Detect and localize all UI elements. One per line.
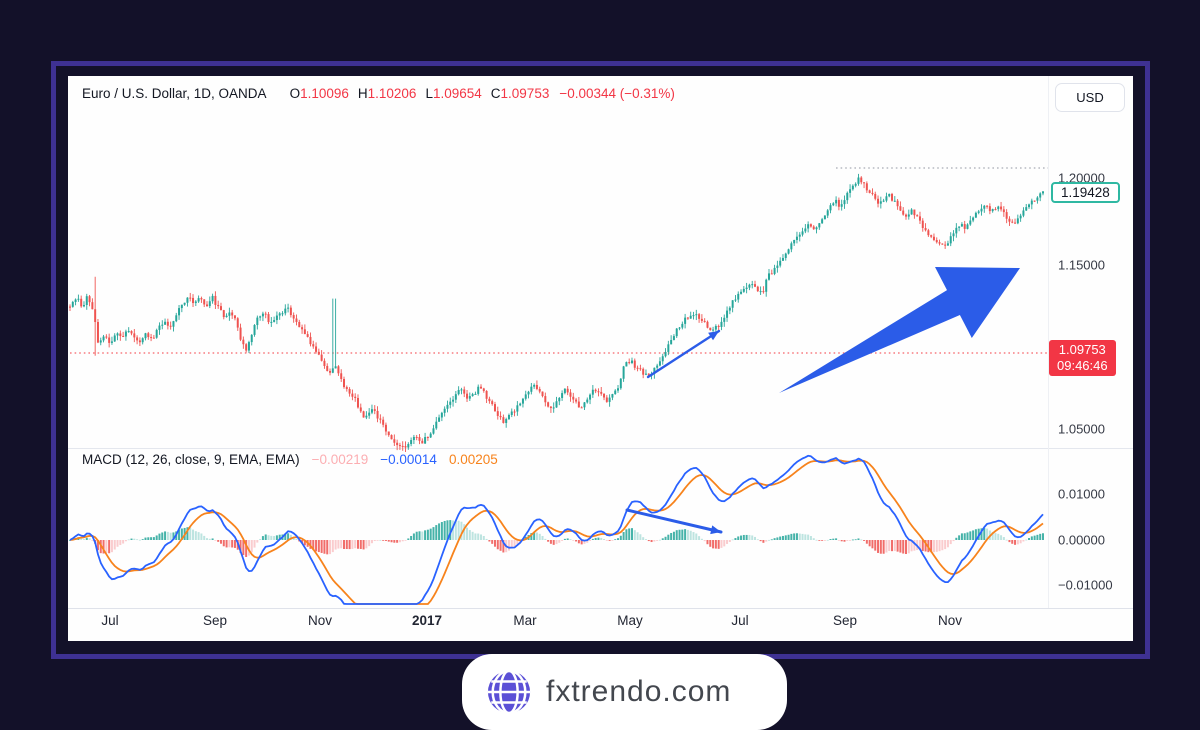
high-label: H xyxy=(357,86,368,101)
time-axis-label: Sep xyxy=(832,613,858,628)
last-price-value: 1.19428 xyxy=(1061,185,1110,200)
price-axis-separator xyxy=(1048,76,1049,608)
time-axis-label: Nov xyxy=(937,613,963,628)
globe-icon xyxy=(487,669,531,715)
macd-line-value: −0.00014 xyxy=(380,452,437,467)
reference-dotted-lines xyxy=(70,167,1048,354)
time-axis-label: May xyxy=(617,613,643,628)
close-label: C xyxy=(490,86,501,101)
axis-tick-label: 1.20000 xyxy=(1058,170,1105,186)
close-value: 1.09753 xyxy=(500,86,550,101)
candlestick-series[interactable] xyxy=(69,173,1044,453)
last-price-badge: 1.19428 xyxy=(1051,182,1120,203)
axis-tick-label: 1.15000 xyxy=(1058,257,1105,273)
chart-legend: Euro / U.S. Dollar, 1D, OANDA O1.10096 H1.… xyxy=(82,86,675,101)
annotation-arrows[interactable] xyxy=(625,267,1020,535)
time-axis-label: Jul xyxy=(731,613,749,628)
time-axis-label: Jul xyxy=(101,613,119,628)
pane-separator[interactable] xyxy=(68,448,1133,449)
brand-text: fxtrendo.com xyxy=(546,675,732,708)
axis-tick-label: 0.01000 xyxy=(1058,486,1105,502)
marked-price-badge: 1.09753 09:46:46 xyxy=(1049,340,1116,376)
high-value: 1.10206 xyxy=(367,86,417,101)
macd-lines xyxy=(69,454,1044,605)
macd-signal-value: 0.00205 xyxy=(448,452,498,467)
change-value: −0.00344 (−0.31%) xyxy=(559,86,675,101)
open-value: 1.10096 xyxy=(300,86,349,101)
open-label: O xyxy=(289,86,301,101)
symbol-title[interactable]: Euro / U.S. Dollar, 1D, OANDA xyxy=(82,86,267,101)
macd-indicator-title[interactable]: MACD (12, 26, close, 9, EMA, EMA) xyxy=(82,452,300,467)
marked-price-value: 1.09753 xyxy=(1058,342,1106,357)
axis-tick-label: 0.00000 xyxy=(1058,532,1105,548)
time-axis-label: Sep xyxy=(202,613,228,628)
time-axis-label: Mar xyxy=(513,613,537,628)
axis-tick-label: 1.05000 xyxy=(1058,421,1105,437)
macd-histogram xyxy=(69,520,1044,557)
time-axis-label: Nov xyxy=(307,613,333,628)
macd-legend: MACD (12, 26, close, 9, EMA, EMA) −0.0021… xyxy=(82,452,498,467)
axis-tick-label: −0.01000 xyxy=(1058,577,1113,593)
low-label: L xyxy=(425,86,433,101)
low-value: 1.09654 xyxy=(432,86,482,101)
bar-countdown: 09:46:46 xyxy=(1057,358,1108,373)
brand-watermark[interactable]: fxtrendo.com xyxy=(462,654,787,730)
time-axis-label: 2017 xyxy=(411,613,443,628)
big-up-arrow xyxy=(779,267,1020,393)
macd-histogram-value: −0.00219 xyxy=(311,452,369,467)
time-axis-separator xyxy=(68,608,1133,609)
currency-unit-button[interactable]: USD xyxy=(1055,83,1125,112)
